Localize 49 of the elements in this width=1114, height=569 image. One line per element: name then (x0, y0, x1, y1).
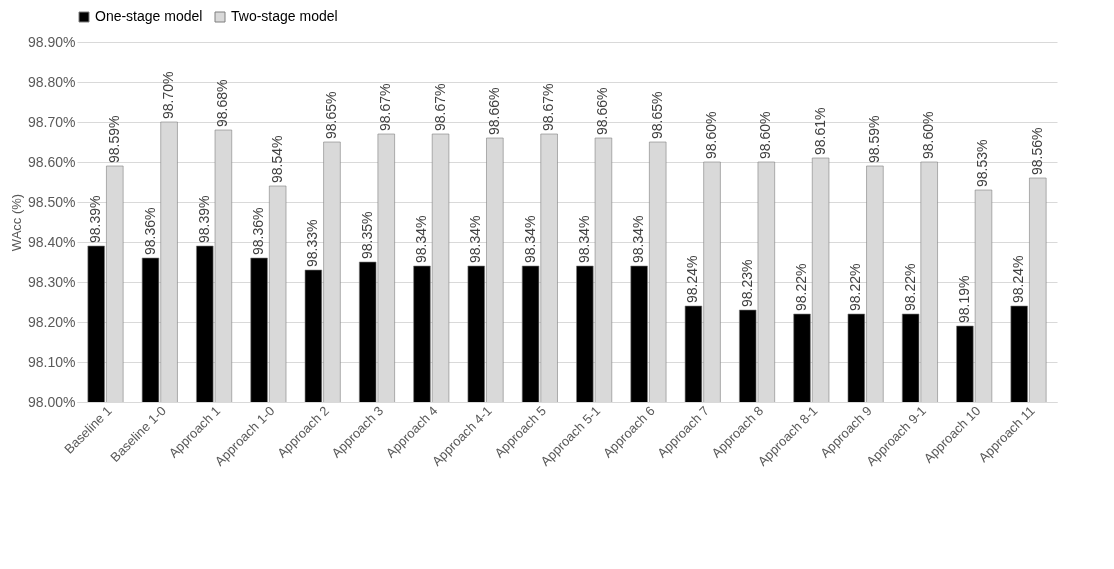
y-tick-label: 98.90% (28, 33, 76, 50)
data-label: 98.19% (955, 275, 972, 323)
data-label: 98.39% (195, 195, 212, 243)
data-label: 98.34% (521, 215, 538, 263)
data-label: 98.67% (431, 83, 448, 131)
data-label: 98.65% (648, 91, 665, 139)
y-tick-label: 98.80% (28, 73, 76, 90)
data-label: 98.24% (1010, 255, 1027, 303)
legend-label: Two-stage model (231, 8, 338, 24)
data-label: 98.68% (214, 79, 231, 127)
data-label: 98.54% (268, 135, 285, 183)
y-axis-title: WAcc (%) (9, 193, 25, 252)
data-label: 98.59% (865, 115, 882, 163)
data-label: 98.65% (322, 91, 339, 139)
data-label: 98.35% (358, 211, 375, 259)
y-tick-label: 98.40% (28, 233, 76, 250)
data-label: 98.22% (901, 263, 918, 311)
data-label: 98.60% (757, 111, 774, 159)
data-label: 98.23% (738, 259, 755, 307)
data-label: 98.39% (87, 195, 104, 243)
data-label: 98.66% (594, 87, 611, 135)
data-label: 98.36% (250, 207, 267, 255)
data-label: 98.61% (811, 107, 828, 155)
data-label: 98.22% (847, 263, 864, 311)
data-label: 98.56% (1028, 127, 1045, 175)
data-label: 98.59% (105, 115, 122, 163)
y-tick-label: 98.70% (28, 113, 76, 130)
data-label: 98.34% (412, 215, 429, 263)
data-label: 98.33% (304, 219, 321, 267)
data-label: 98.34% (575, 215, 592, 263)
data-label: 98.70% (160, 71, 177, 119)
data-label: 98.36% (141, 207, 158, 255)
y-tick-label: 98.50% (28, 193, 76, 210)
data-label: 98.60% (703, 111, 720, 159)
data-label: 98.34% (630, 215, 647, 263)
data-label: 98.34% (467, 215, 484, 263)
y-tick-label: 98.60% (28, 153, 76, 170)
legend-label: One-stage model (95, 8, 203, 24)
data-label: 98.66% (485, 87, 502, 135)
data-label: 98.22% (793, 263, 810, 311)
data-label: 98.53% (974, 139, 991, 187)
data-label: 98.24% (684, 255, 701, 303)
data-label: 98.67% (377, 83, 394, 131)
data-label: 98.60% (920, 111, 937, 159)
data-label: 98.67% (540, 83, 557, 131)
y-tick-label: 98.30% (28, 273, 76, 290)
y-tick-label: 98.10% (28, 353, 76, 370)
y-tick-label: 98.00% (28, 393, 76, 410)
y-tick-label: 98.20% (28, 313, 76, 330)
